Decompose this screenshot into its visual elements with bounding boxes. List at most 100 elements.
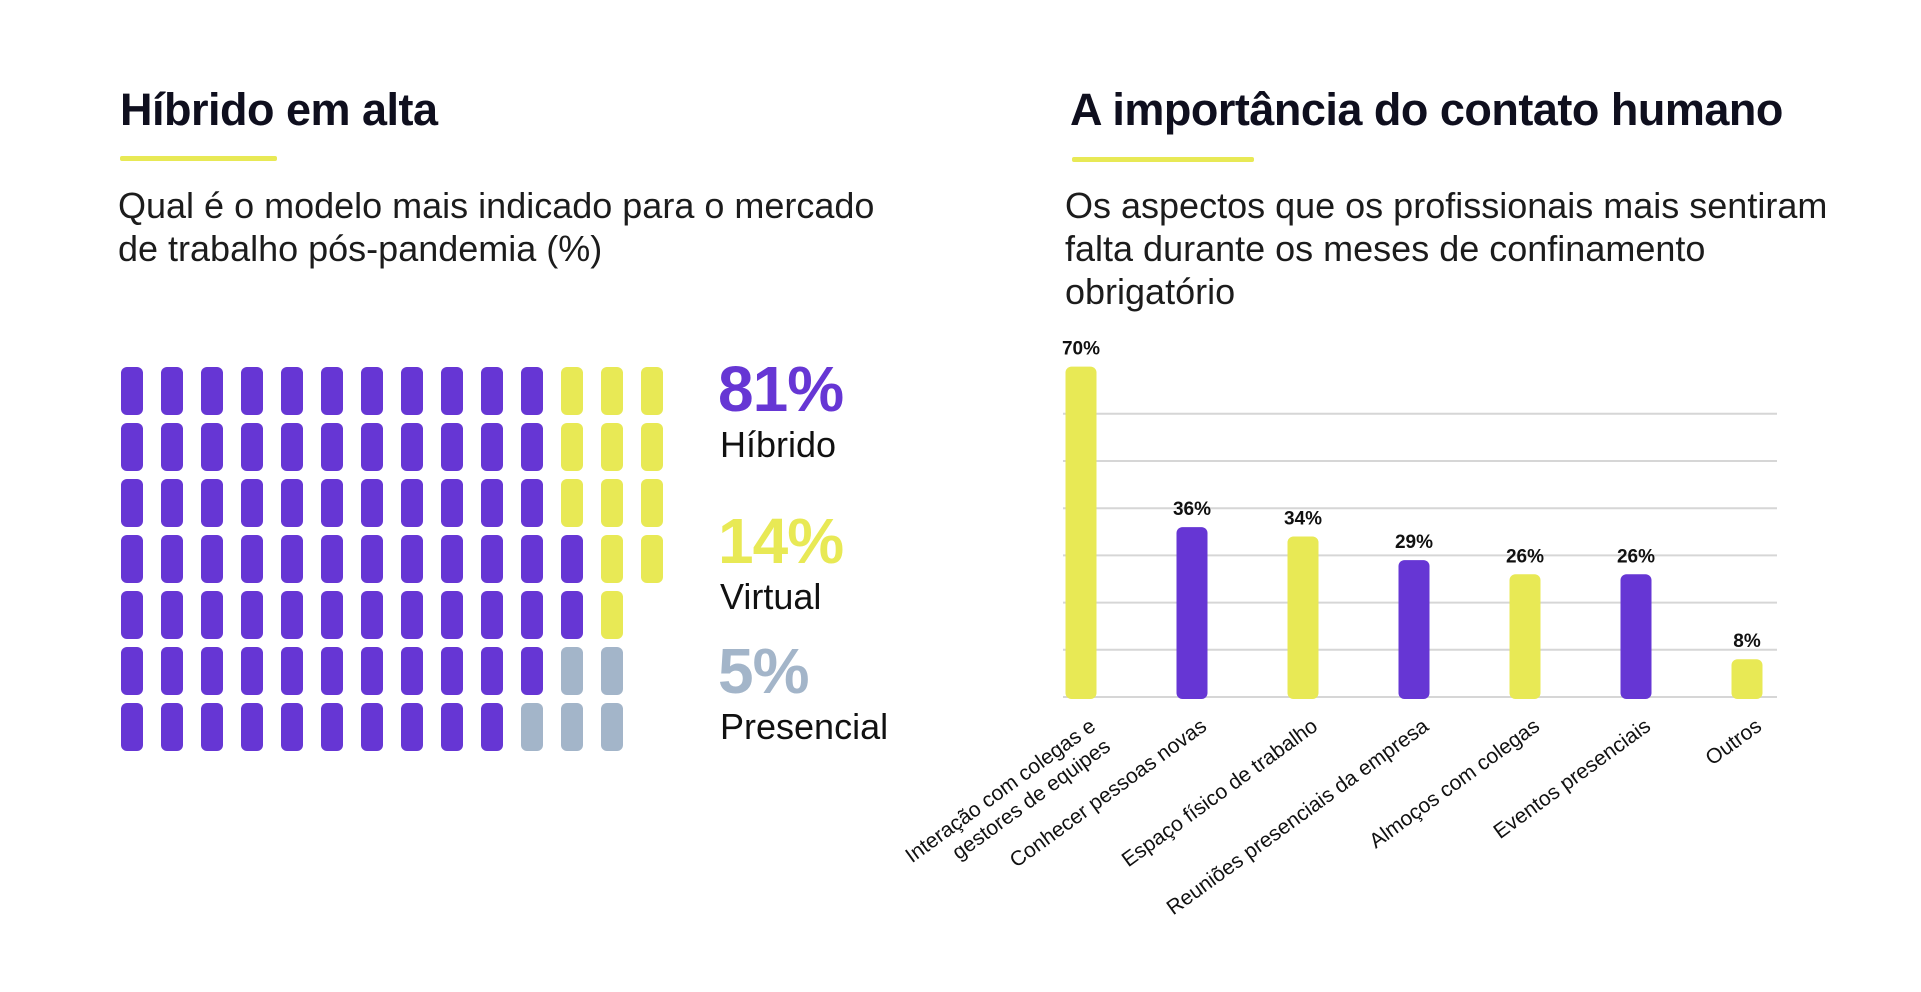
waffle-cell-híbrido bbox=[481, 535, 503, 583]
waffle-cell-híbrido bbox=[481, 367, 503, 415]
bar-6 bbox=[1731, 659, 1763, 699]
bar-value-label: 70% bbox=[1062, 339, 1100, 360]
waffle-cell-híbrido bbox=[121, 479, 143, 527]
waffle-cell-híbrido bbox=[401, 367, 423, 415]
waffle-cell-híbrido bbox=[441, 423, 463, 471]
waffle-cell-híbrido bbox=[361, 367, 383, 415]
waffle-cell-híbrido bbox=[201, 591, 223, 639]
bar-value-label: 29% bbox=[1395, 532, 1433, 553]
waffle-cell-presencial bbox=[561, 647, 583, 695]
waffle-cell-presencial bbox=[601, 647, 623, 695]
waffle-cell-híbrido bbox=[361, 423, 383, 471]
waffle-cell-híbrido bbox=[401, 423, 423, 471]
waffle-cell-virtual bbox=[561, 423, 583, 471]
waffle-cell-híbrido bbox=[321, 703, 343, 751]
bar-5 bbox=[1620, 574, 1652, 699]
waffle-cell-presencial bbox=[521, 703, 543, 751]
waffle-cell-híbrido bbox=[121, 591, 143, 639]
waffle-cell-virtual bbox=[601, 423, 623, 471]
bar-chart-title: A importância do contato humano bbox=[1070, 84, 1783, 135]
legend-label-virtual: Virtual bbox=[720, 576, 822, 617]
waffle-cell-híbrido bbox=[561, 535, 583, 583]
waffle-cell-híbrido bbox=[521, 535, 543, 583]
bar-value-label: 26% bbox=[1506, 546, 1544, 567]
bar-value-label: 8% bbox=[1733, 631, 1761, 652]
waffle-cell-híbrido bbox=[321, 367, 343, 415]
waffle-cell-híbrido bbox=[281, 479, 303, 527]
waffle-cell-híbrido bbox=[161, 591, 183, 639]
waffle-cell-híbrido bbox=[281, 423, 303, 471]
waffle-cell-híbrido bbox=[481, 703, 503, 751]
waffle-cell-híbrido bbox=[241, 703, 263, 751]
waffle-cell-híbrido bbox=[481, 479, 503, 527]
waffle-cell-virtual bbox=[641, 535, 663, 583]
waffle-cell-híbrido bbox=[121, 703, 143, 751]
bar-chart-title-underline bbox=[1072, 157, 1254, 162]
waffle-cell-híbrido bbox=[401, 479, 423, 527]
legend-label-presencial: Presencial bbox=[720, 706, 889, 747]
waffle-cell-híbrido bbox=[521, 647, 543, 695]
waffle-cell-híbrido bbox=[481, 591, 503, 639]
waffle-cell-presencial bbox=[601, 703, 623, 751]
waffle-cell-híbrido bbox=[121, 423, 143, 471]
waffle-cell-presencial bbox=[561, 703, 583, 751]
waffle-cell-híbrido bbox=[281, 367, 303, 415]
waffle-cell-híbrido bbox=[441, 367, 463, 415]
bar-1 bbox=[1176, 527, 1208, 699]
waffle-cell-híbrido bbox=[321, 423, 343, 471]
legend-value-virtual: 14% bbox=[718, 505, 844, 577]
waffle-title-underline bbox=[120, 156, 277, 161]
legend-value-presencial: 5% bbox=[718, 635, 809, 707]
waffle-cell-híbrido bbox=[481, 423, 503, 471]
waffle-cell-híbrido bbox=[121, 367, 143, 415]
waffle-cell-híbrido bbox=[441, 535, 463, 583]
waffle-cell-híbrido bbox=[161, 423, 183, 471]
waffle-cell-virtual bbox=[561, 367, 583, 415]
waffle-cell-híbrido bbox=[361, 535, 383, 583]
waffle-cell-híbrido bbox=[521, 423, 543, 471]
waffle-cell-híbrido bbox=[161, 479, 183, 527]
waffle-cell-virtual bbox=[641, 367, 663, 415]
bar-3 bbox=[1398, 560, 1430, 699]
waffle-cell-híbrido bbox=[281, 591, 303, 639]
waffle-cell-híbrido bbox=[201, 647, 223, 695]
waffle-cell-híbrido bbox=[121, 647, 143, 695]
waffle-cell-híbrido bbox=[441, 703, 463, 751]
waffle-cell-híbrido bbox=[241, 591, 263, 639]
waffle-cell-virtual bbox=[601, 479, 623, 527]
waffle-cell-híbrido bbox=[201, 423, 223, 471]
waffle-cell-híbrido bbox=[321, 535, 343, 583]
waffle-cell-virtual bbox=[601, 591, 623, 639]
bar-0 bbox=[1065, 366, 1097, 699]
waffle-cell-híbrido bbox=[161, 703, 183, 751]
waffle-cell-híbrido bbox=[201, 479, 223, 527]
waffle-cell-híbrido bbox=[241, 479, 263, 527]
legend-label-hibrido: Híbrido bbox=[720, 424, 837, 465]
bar-value-label: 34% bbox=[1284, 509, 1322, 530]
bar-2 bbox=[1287, 536, 1319, 699]
waffle-cell-virtual bbox=[561, 479, 583, 527]
waffle-cell-híbrido bbox=[321, 479, 343, 527]
bar-chart-subtitle: Os aspectos que os profissionais mais se… bbox=[1065, 185, 1828, 312]
waffle-cell-híbrido bbox=[521, 591, 543, 639]
waffle-cell-híbrido bbox=[241, 423, 263, 471]
waffle-cell-híbrido bbox=[241, 367, 263, 415]
waffle-cell-híbrido bbox=[201, 367, 223, 415]
waffle-cell-híbrido bbox=[521, 479, 543, 527]
waffle-cell-híbrido bbox=[281, 703, 303, 751]
waffle-title: Híbrido em alta bbox=[120, 84, 438, 135]
waffle-cell-híbrido bbox=[401, 591, 423, 639]
waffle-cell-virtual bbox=[641, 479, 663, 527]
waffle-cell-híbrido bbox=[321, 591, 343, 639]
waffle-cell-híbrido bbox=[521, 367, 543, 415]
category-label: Espaço físico de trabalho bbox=[1118, 714, 1322, 871]
waffle-cell-híbrido bbox=[441, 479, 463, 527]
waffle-cell-híbrido bbox=[201, 703, 223, 751]
waffle-subtitle: Qual é o modelo mais indicado para o mer… bbox=[118, 185, 875, 269]
waffle-cell-híbrido bbox=[401, 535, 423, 583]
waffle-cell-híbrido bbox=[561, 591, 583, 639]
waffle-cell-híbrido bbox=[281, 647, 303, 695]
waffle-cell-híbrido bbox=[361, 591, 383, 639]
waffle-cell-híbrido bbox=[361, 479, 383, 527]
